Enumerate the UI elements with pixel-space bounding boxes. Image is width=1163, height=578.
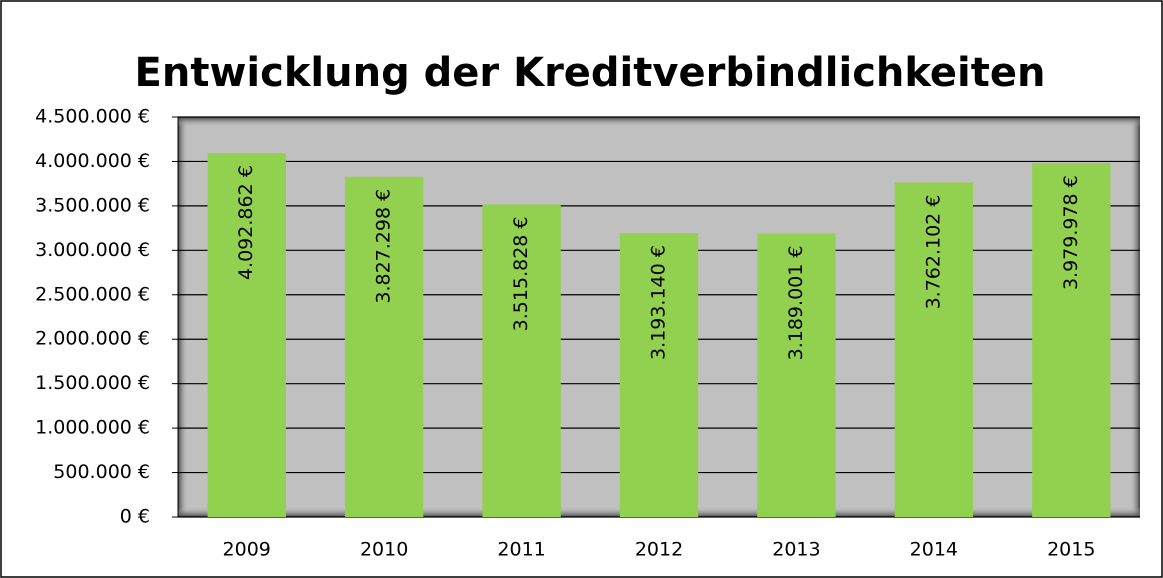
y-tick-label: 1.000.000 € <box>35 417 150 439</box>
plot-shadow <box>1130 117 1140 517</box>
bar <box>482 204 561 518</box>
y-tick-label: 3.500.000 € <box>35 194 150 216</box>
chart-title: Entwicklung der Kreditverbindlichkeiten <box>135 50 1046 96</box>
bar <box>344 176 424 518</box>
x-tick-label: 2011 <box>497 539 545 561</box>
data-label: 3.762.102 € <box>922 195 944 310</box>
bar <box>757 233 836 517</box>
bars: 4.092.862 € 3.827.298 € 3.515.828 € 3.193.1… <box>207 153 1111 518</box>
x-tick-label: 2015 <box>1047 539 1095 561</box>
x-tick-label: 2012 <box>635 539 683 561</box>
bar <box>1032 163 1111 517</box>
x-tick-label: 2010 <box>360 539 408 561</box>
data-label: 3.827.298 € <box>373 189 395 304</box>
y-tick-label: 2.000.000 € <box>35 328 150 350</box>
x-tick-label: 2014 <box>910 539 958 561</box>
data-label: 3.979.978 € <box>1060 175 1082 290</box>
data-label: 4.092.862 € <box>235 165 257 280</box>
x-tick-label: 2013 <box>772 539 820 561</box>
y-tick-label: 4.000.000 € <box>35 150 150 172</box>
bar <box>207 153 286 517</box>
y-tick-label: 0 € <box>120 506 150 528</box>
y-tick-label: 1.500.000 € <box>35 372 150 394</box>
bar <box>619 233 699 517</box>
y-tick-label: 4.500.000 € <box>35 106 150 128</box>
plot-shadow <box>178 117 1140 127</box>
data-label: 3.515.828 € <box>510 216 532 331</box>
plot-shadow <box>178 117 188 517</box>
y-tick-label: 2.500.000 € <box>35 283 150 305</box>
bar <box>894 182 974 517</box>
data-label: 3.193.140 € <box>648 245 670 360</box>
data-label: 3.189.001 € <box>785 246 807 361</box>
x-tick-label: 2009 <box>223 539 271 561</box>
y-tick-label: 3.000.000 € <box>35 239 150 261</box>
y-tick-label: 500.000 € <box>53 461 150 483</box>
